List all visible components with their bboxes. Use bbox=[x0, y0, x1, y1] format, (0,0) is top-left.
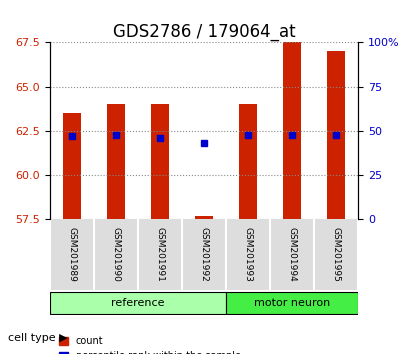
Text: GSM201991: GSM201991 bbox=[155, 227, 164, 281]
Bar bbox=[107, 104, 125, 219]
Text: cell type ▶: cell type ▶ bbox=[8, 333, 68, 343]
Text: GSM201992: GSM201992 bbox=[199, 227, 209, 281]
Text: motor neuron: motor neuron bbox=[254, 298, 330, 308]
Title: GDS2786 / 179064_at: GDS2786 / 179064_at bbox=[113, 23, 295, 41]
FancyBboxPatch shape bbox=[226, 291, 358, 314]
Bar bbox=[195, 216, 213, 219]
Bar bbox=[239, 104, 257, 219]
Bar bbox=[63, 113, 80, 219]
Bar bbox=[327, 51, 345, 219]
FancyBboxPatch shape bbox=[50, 291, 226, 314]
Bar bbox=[151, 104, 169, 219]
Bar bbox=[283, 42, 301, 219]
Text: GSM201990: GSM201990 bbox=[111, 227, 120, 281]
Text: reference: reference bbox=[111, 298, 165, 308]
Text: GSM201993: GSM201993 bbox=[244, 227, 253, 281]
Text: GSM201989: GSM201989 bbox=[67, 227, 76, 281]
Text: GSM201995: GSM201995 bbox=[332, 227, 341, 281]
Legend: count, percentile rank within the sample: count, percentile rank within the sample bbox=[55, 332, 245, 354]
Text: GSM201994: GSM201994 bbox=[288, 227, 297, 281]
